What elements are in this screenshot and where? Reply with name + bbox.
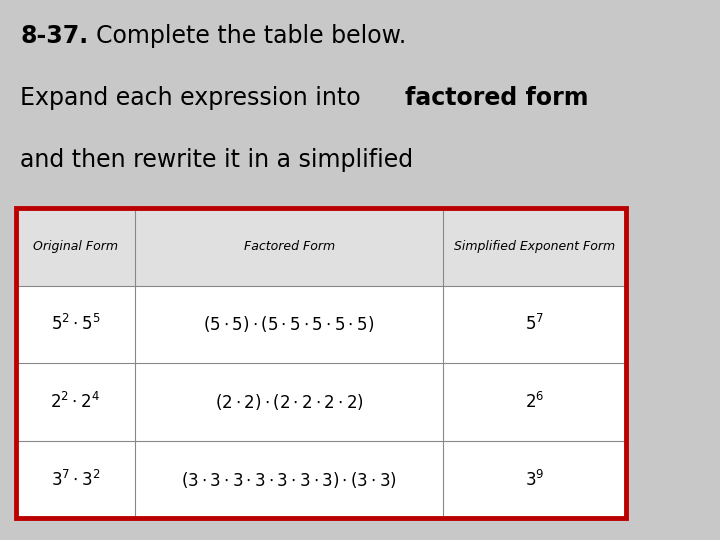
- Text: exponential form: exponential form: [20, 211, 249, 234]
- Text: $(3\cdot3\cdot3\cdot3\cdot3\cdot3\cdot3)\cdot(3\cdot3)$: $(3\cdot3\cdot3\cdot3\cdot3\cdot3\cdot3)…: [181, 470, 397, 490]
- Bar: [16, 208, 626, 518]
- Text: $3^7 \cdot 3^2$: $3^7 \cdot 3^2$: [50, 470, 100, 490]
- Text: $2^6$: $2^6$: [525, 392, 544, 412]
- Text: Complete the table below.: Complete the table below.: [81, 24, 407, 48]
- Text: $5^7$: $5^7$: [525, 314, 544, 334]
- Text: 8-37.: 8-37.: [20, 24, 89, 48]
- Text: as shown in the example.: as shown in the example.: [276, 211, 585, 234]
- Text: Original Form: Original Form: [33, 240, 118, 253]
- Text: and then rewrite it in a simplified: and then rewrite it in a simplified: [20, 148, 413, 172]
- Text: $(5\cdot5)\cdot(5\cdot5\cdot5\cdot5\cdot5)$: $(5\cdot5)\cdot(5\cdot5\cdot5\cdot5\cdot…: [204, 314, 374, 334]
- Text: Simplified Exponent Form: Simplified Exponent Form: [454, 240, 616, 253]
- Text: factored form: factored form: [405, 86, 589, 110]
- Text: $(2\cdot2)\cdot(2\cdot2\cdot2\cdot2)$: $(2\cdot2)\cdot(2\cdot2\cdot2\cdot2)$: [215, 392, 364, 412]
- Bar: [16, 208, 626, 518]
- Bar: [16, 208, 626, 286]
- Text: $5^2 \cdot 5^5$: $5^2 \cdot 5^5$: [50, 314, 100, 334]
- Text: Factored Form: Factored Form: [243, 240, 335, 253]
- Text: $3^9$: $3^9$: [525, 470, 544, 490]
- Text: $2^2 \cdot 2^4$: $2^2 \cdot 2^4$: [50, 392, 100, 412]
- Text: Expand each expression into: Expand each expression into: [20, 86, 369, 110]
